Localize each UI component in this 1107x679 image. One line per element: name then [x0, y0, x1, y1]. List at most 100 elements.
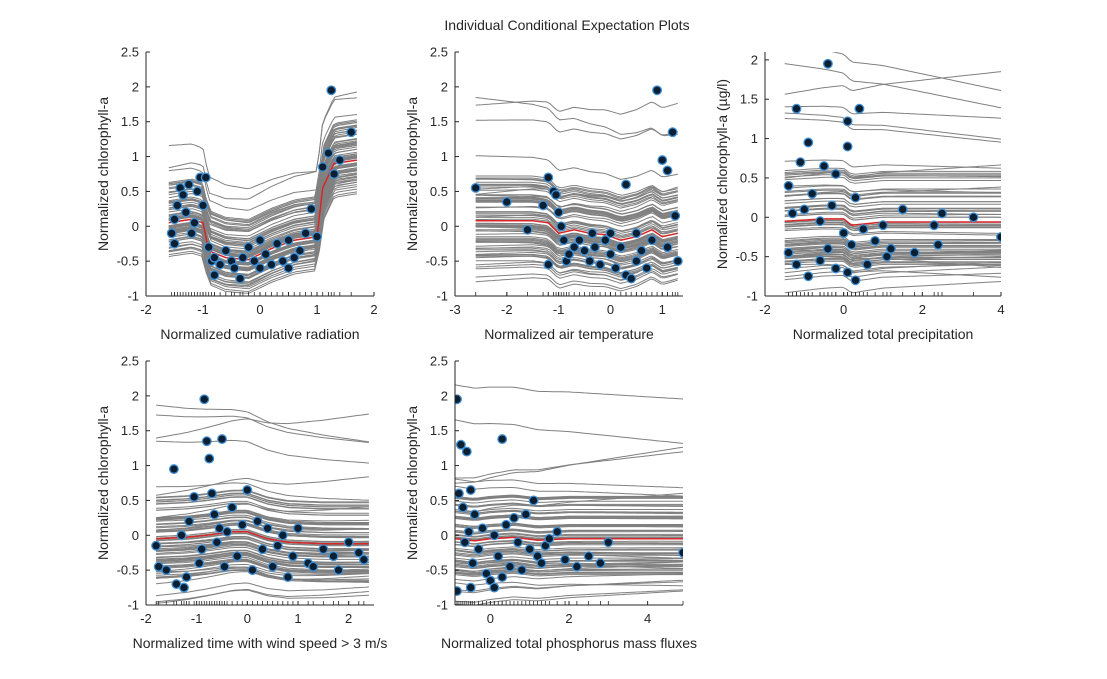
observation-point: [670, 210, 681, 221]
ice-line: [455, 571, 683, 576]
y-tick-label: 2.5: [121, 354, 139, 369]
observation-point: [595, 259, 606, 270]
ice-line: [784, 198, 1001, 206]
observation-point: [217, 434, 227, 445]
observation-point: [885, 243, 896, 254]
ice-line: [831, 52, 1001, 91]
ice-line: [475, 186, 678, 207]
observation-point: [646, 235, 657, 246]
observation-point: [512, 537, 523, 548]
y-tick: -0.5: [117, 563, 150, 578]
ice-line: [168, 124, 357, 226]
observation-point: [822, 58, 833, 69]
observation-point: [497, 572, 508, 583]
observation-point: [631, 256, 642, 267]
observation-point: [192, 186, 203, 197]
observation-point: [579, 245, 590, 256]
y-tick-label: 0: [441, 528, 448, 543]
observation-point: [196, 544, 207, 555]
observation-point: [247, 565, 258, 576]
observation-point: [293, 523, 303, 534]
ice-line: [784, 159, 1001, 169]
y-tick: 2: [132, 79, 150, 94]
y-tick: -0.5: [117, 254, 150, 269]
observation-point: [455, 488, 464, 499]
ice-line: [475, 100, 678, 115]
y-tick-label: 0: [441, 219, 448, 234]
observation-point: [662, 165, 673, 176]
y-axis-label: Normalized chlorophyll-a: [404, 97, 420, 251]
ice-line: [156, 555, 369, 568]
observation-point: [996, 232, 1001, 242]
ice-line: [455, 546, 683, 551]
ice-line: [455, 446, 683, 484]
x-tick: 1: [294, 601, 302, 626]
x-tick-label: 1: [659, 302, 666, 317]
average-curve: [156, 531, 369, 545]
observation-point: [317, 162, 328, 172]
x-tick: 0: [244, 601, 251, 626]
ice-line: [475, 277, 678, 292]
observation-point: [220, 245, 231, 256]
x-tick-label: -2: [140, 302, 152, 317]
ice-line: [156, 589, 369, 603]
ice-line: [455, 553, 683, 558]
ice-line: [784, 188, 1001, 196]
ice-line: [475, 224, 678, 245]
ice-line: [784, 226, 1001, 235]
observation-point: [815, 216, 826, 227]
observation-point: [252, 516, 263, 527]
ice-line: [455, 563, 683, 568]
observation-point: [538, 200, 549, 211]
observation-point: [260, 249, 271, 260]
ice-line: [784, 237, 1001, 245]
y-tick-label: 1.5: [121, 423, 139, 438]
y-tick: 1: [441, 458, 459, 473]
y-tick: 0: [441, 219, 459, 234]
observation-point: [222, 526, 233, 537]
ice-line: [455, 419, 683, 444]
y-tick-label: -0.5: [426, 254, 448, 269]
y-tick-label: 0.5: [430, 493, 448, 508]
ice-line: [156, 550, 369, 564]
observation-point: [584, 256, 595, 267]
x-axis-label: Normalized total precipitation: [793, 326, 974, 342]
y-tick: 2: [132, 388, 150, 403]
ice-line: [784, 272, 1001, 282]
y-tick-label: -1: [127, 289, 139, 304]
x-tick: -1: [197, 292, 209, 317]
x-tick: 4: [997, 292, 1005, 317]
ice-line: [168, 168, 357, 270]
ice-line: [455, 516, 683, 521]
observation-point: [215, 259, 226, 270]
ice-line: [168, 186, 357, 288]
x-tick-label: 2: [370, 302, 377, 317]
x-tick: -1: [191, 601, 202, 626]
observation-point: [294, 245, 305, 256]
ice-line: [784, 250, 1001, 258]
observation-point: [189, 217, 200, 228]
observation-point: [968, 212, 979, 223]
y-tick-label: 2.5: [121, 45, 139, 60]
x-tick: -2: [140, 292, 152, 317]
ice-line: [784, 251, 1001, 259]
ice-line: [455, 550, 683, 556]
average-curve: [475, 219, 678, 241]
y-tick-label: 2: [441, 79, 448, 94]
y-tick: 0: [441, 528, 459, 543]
ice-line: [455, 499, 683, 504]
observation-point: [520, 509, 531, 520]
observation-point: [249, 256, 260, 267]
average-curve: [168, 159, 358, 261]
observation-point: [636, 245, 647, 256]
observation-point: [237, 519, 248, 530]
observation-point: [558, 235, 569, 246]
ice-line: [455, 515, 683, 520]
ice-line: [784, 228, 1001, 237]
ice-line: [475, 175, 678, 196]
ice-line: [784, 171, 1001, 179]
ice-line: [475, 177, 678, 198]
y-tick: 2.5: [121, 45, 150, 60]
observation-point: [787, 208, 798, 219]
